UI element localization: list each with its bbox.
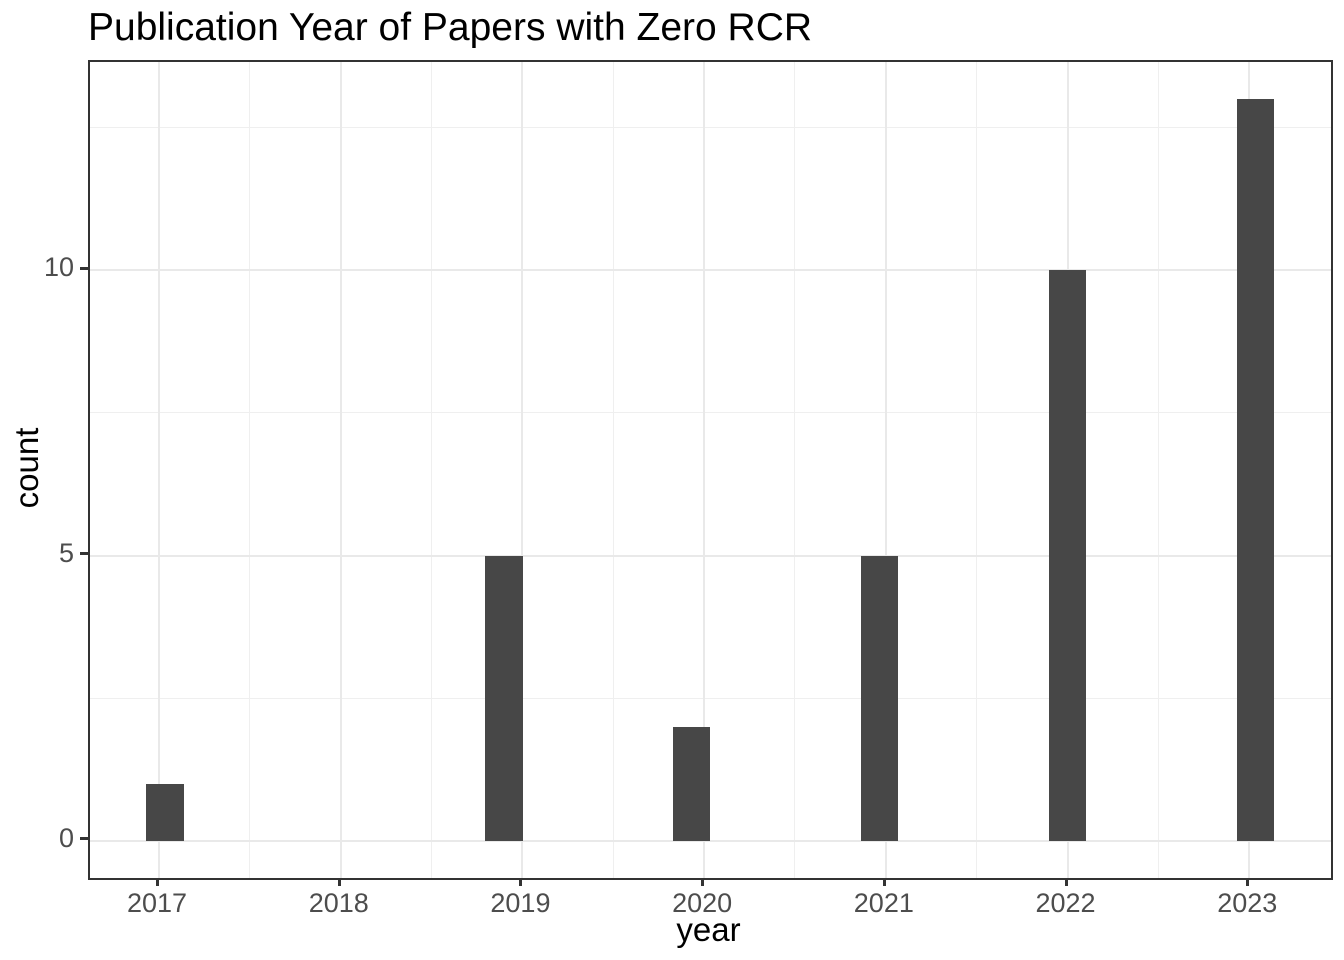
gridline-y-major <box>90 554 1331 557</box>
y-tick-mark <box>80 266 88 270</box>
x-tick-mark <box>1246 878 1250 886</box>
bar-2021 <box>860 555 899 841</box>
gridline-x-major <box>703 62 706 878</box>
gridline-y-minor <box>90 412 1331 414</box>
x-tick-label: 2023 <box>1217 888 1278 918</box>
gridline-x-major <box>521 62 524 878</box>
gridline-x-major <box>158 62 161 878</box>
gridline-x-minor <box>612 62 614 878</box>
y-tick-mark <box>80 837 88 841</box>
chart-title: Publication Year of Papers with Zero RCR <box>88 6 813 49</box>
gridline-x-minor <box>794 62 796 878</box>
y-tick-mark <box>80 552 88 556</box>
gridline-x-minor <box>1157 62 1159 878</box>
y-tick-label: 0 <box>58 822 74 853</box>
gridline-y-major <box>90 839 1331 842</box>
x-tick-mark <box>156 878 160 886</box>
gridline-y-minor <box>90 697 1331 699</box>
plot-panel <box>88 60 1333 880</box>
x-tick-mark <box>882 878 886 886</box>
x-tick-label: 2019 <box>490 888 551 918</box>
bar-2022 <box>1048 270 1087 841</box>
gridline-y-minor <box>90 127 1331 129</box>
bar-2017 <box>146 783 184 841</box>
x-tick-mark <box>519 878 523 886</box>
x-tick-label: 2022 <box>1035 888 1096 918</box>
y-tick-label: 5 <box>58 537 74 568</box>
x-tick-mark <box>1064 878 1068 886</box>
bar-2023 <box>1236 99 1275 841</box>
x-tick-mark <box>701 878 705 886</box>
bar-2020 <box>672 726 711 841</box>
gridline-x-major <box>339 62 342 878</box>
gridline-x-minor <box>249 62 251 878</box>
y-axis-title: count <box>8 427 45 509</box>
x-tick-label: 2018 <box>308 888 369 918</box>
x-tick-mark <box>337 878 341 886</box>
y-tick-label: 10 <box>43 252 74 283</box>
x-tick-label: 2020 <box>672 888 733 918</box>
x-tick-label: 2017 <box>126 888 188 918</box>
gridline-x-major <box>884 62 887 878</box>
bar-2019 <box>484 555 523 841</box>
x-tick-label: 2021 <box>853 888 914 918</box>
gridline-x-minor <box>976 62 978 878</box>
gridline-x-minor <box>431 62 433 878</box>
gridline-y-major <box>90 269 1331 272</box>
x-axis-title: year <box>676 911 741 948</box>
